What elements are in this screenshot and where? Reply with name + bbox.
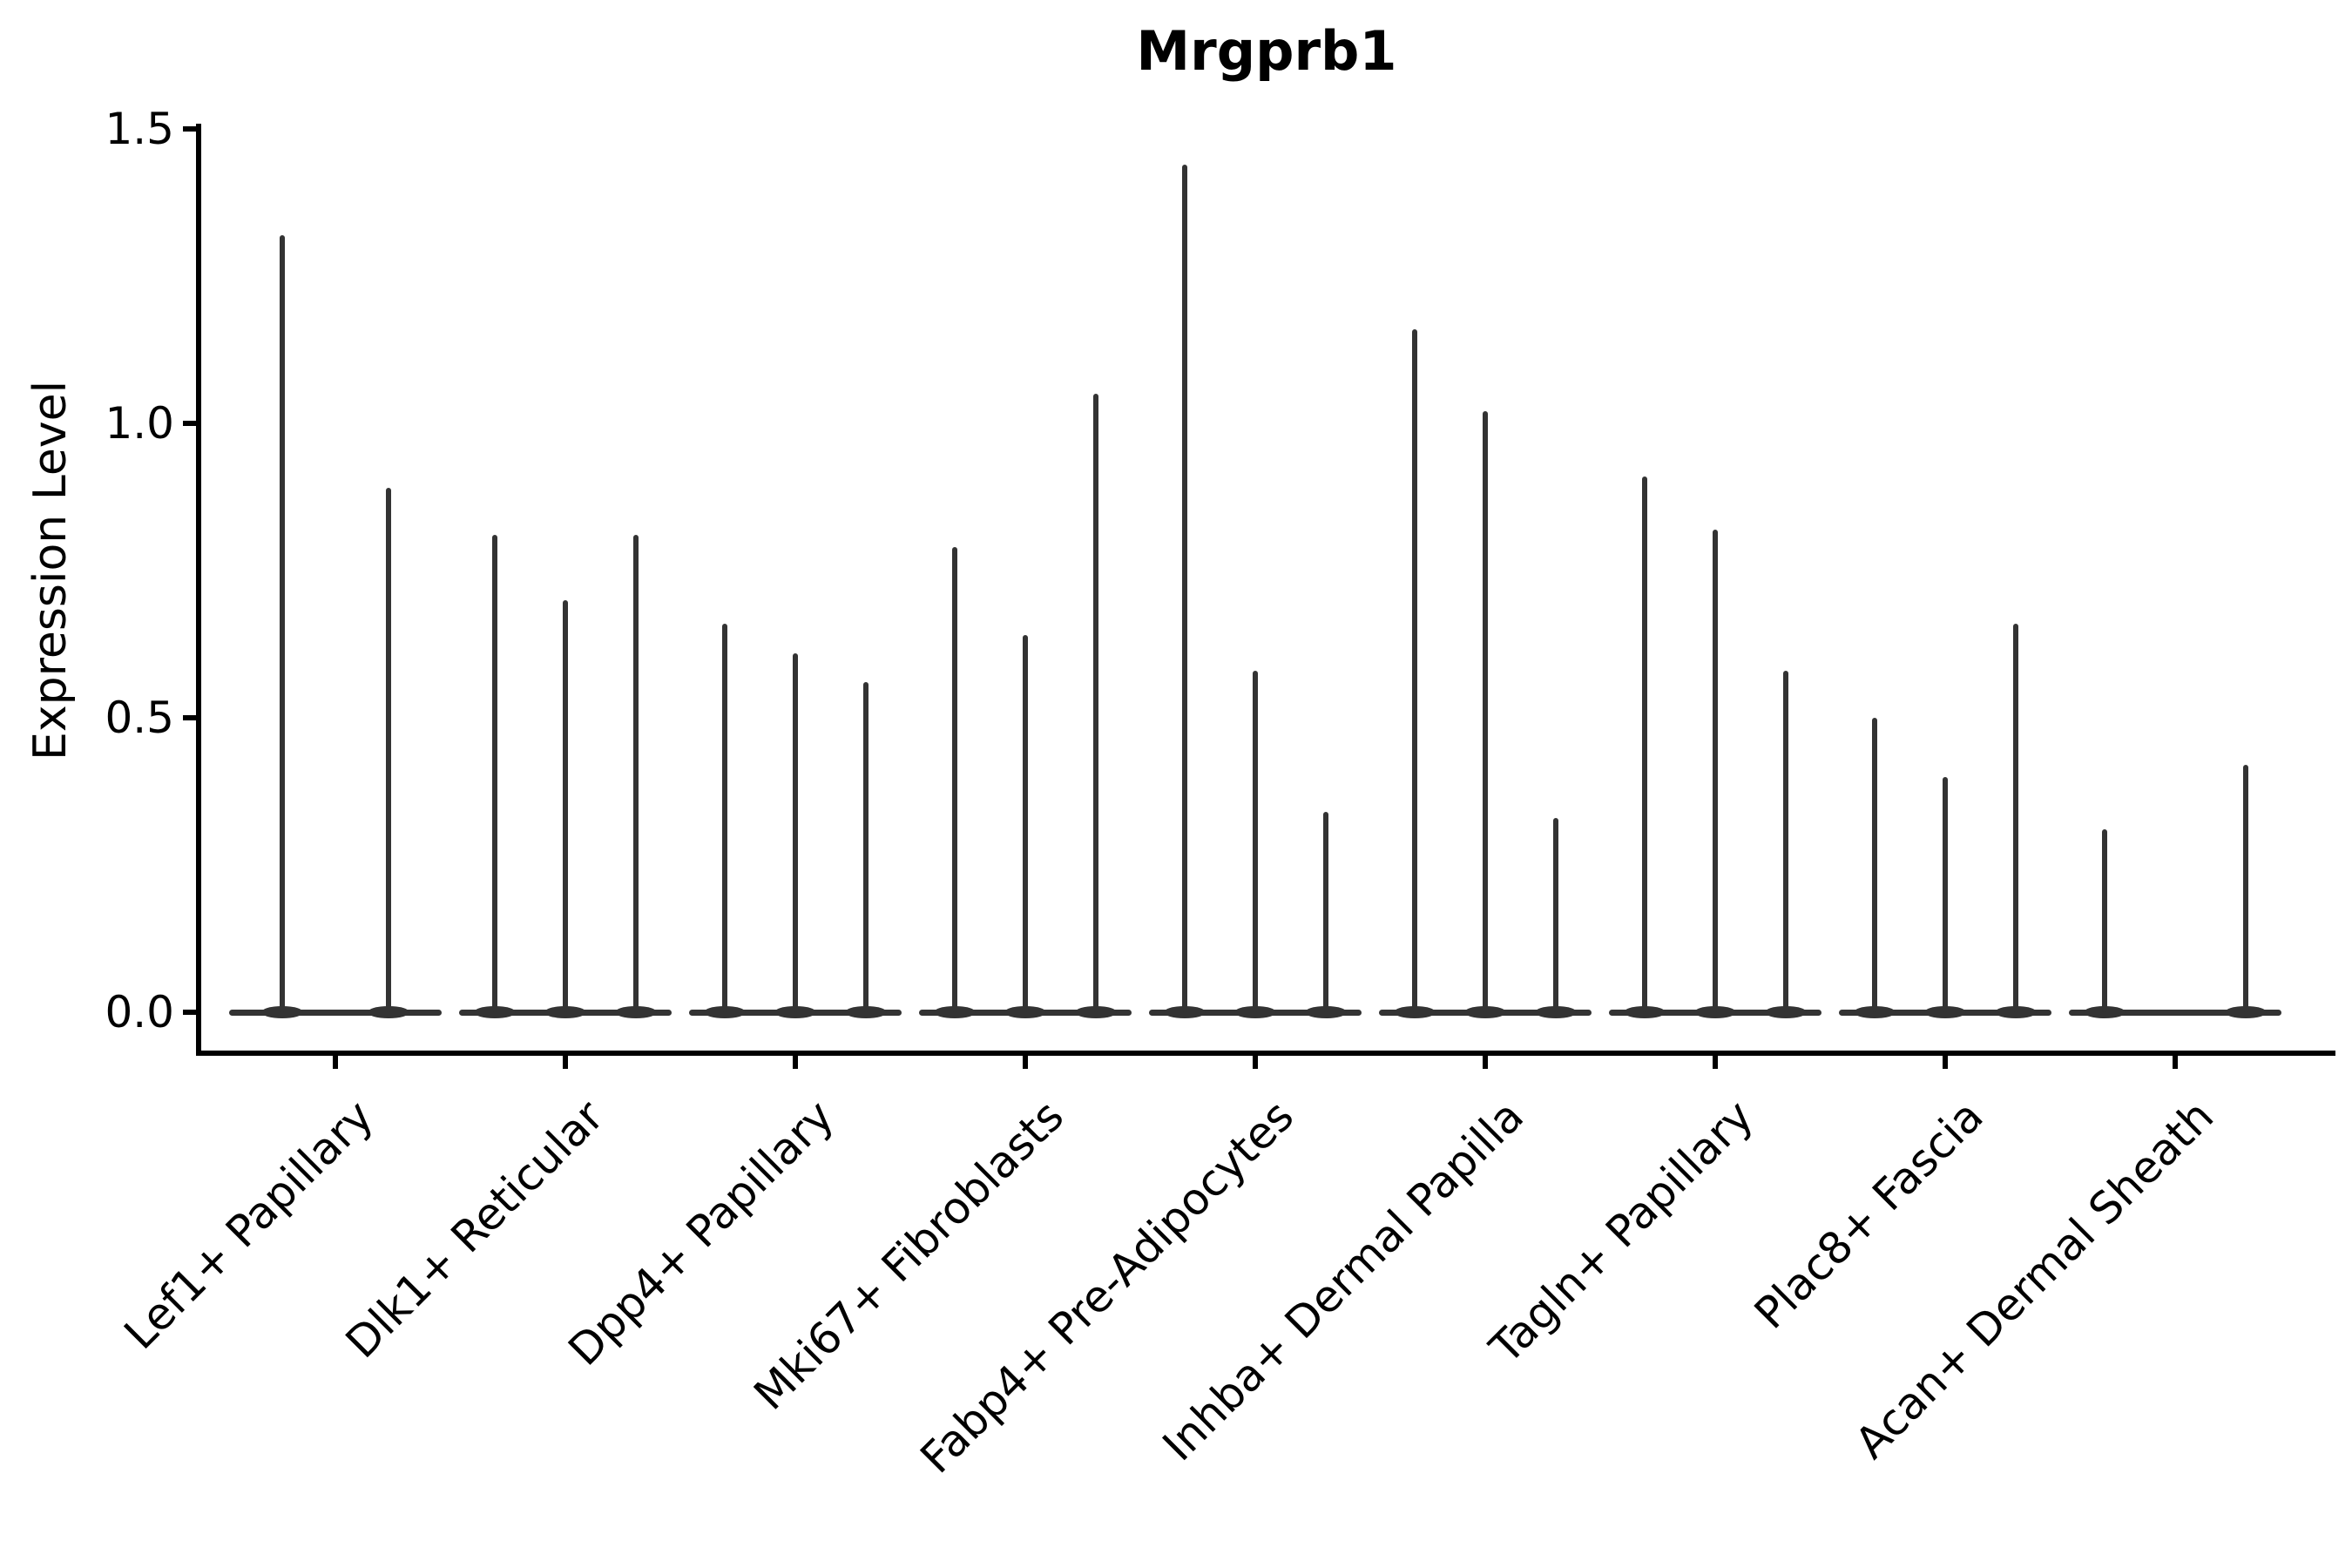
- x-tick-mark: [793, 1056, 798, 1069]
- violin-base-bulge: [1694, 1006, 1736, 1018]
- violin-base-bulge: [261, 1006, 303, 1018]
- violin-base-bulge: [1234, 1006, 1276, 1018]
- violin-spike: [1943, 776, 1948, 1012]
- violin-spike: [633, 535, 639, 1012]
- violin-spike: [2101, 829, 2107, 1012]
- violin-spike: [721, 623, 727, 1012]
- x-tick-mark: [1943, 1056, 1948, 1069]
- violin-base-bulge: [933, 1006, 976, 1018]
- y-tick-mark: [183, 1010, 196, 1015]
- violin-base-bulge: [1623, 1006, 1666, 1018]
- chart-title: Mrgprb1: [1136, 19, 1397, 83]
- violin-base-bulge: [368, 1006, 409, 1018]
- violin-spike: [386, 488, 391, 1012]
- violin-base-bulge: [2083, 1006, 2126, 1018]
- y-tick-label: 0.0: [105, 987, 174, 1037]
- x-tick-mark: [1023, 1056, 1028, 1069]
- violin-spike: [863, 682, 869, 1012]
- violin-spike: [1323, 812, 1329, 1012]
- violin-spike: [1553, 817, 1559, 1012]
- violin-base: [2069, 1009, 2281, 1016]
- violin-spike: [2243, 765, 2249, 1012]
- x-tick-mark: [1713, 1056, 1718, 1069]
- violin-spike: [1411, 328, 1417, 1012]
- violin-base-bulge: [1924, 1006, 1966, 1018]
- y-tick-label: 1.0: [105, 398, 174, 449]
- violin-base-bulge: [774, 1006, 816, 1018]
- violin-spike: [1871, 718, 1877, 1012]
- violin-spike: [793, 652, 798, 1012]
- violin-spike: [1641, 476, 1647, 1012]
- violin-base-bulge: [1464, 1006, 1506, 1018]
- violin-base: [229, 1009, 442, 1016]
- left-axis-spine: [196, 124, 201, 1056]
- violin-spike: [1253, 670, 1258, 1012]
- x-tick-label: Plac8+ Fascia: [1745, 1091, 1994, 1339]
- violin-base-bulge: [1163, 1006, 1206, 1018]
- x-tick-label: Fabp4+ Pre-Adipocytes: [910, 1091, 1304, 1484]
- violin-base-bulge: [615, 1006, 658, 1018]
- violin-spike: [1093, 394, 1099, 1012]
- x-tick-mark: [333, 1056, 338, 1069]
- violin-base-bulge: [1393, 1006, 1436, 1018]
- violin-spike: [1023, 635, 1028, 1012]
- violin-spike: [1181, 164, 1187, 1012]
- x-tick-mark: [2173, 1056, 2178, 1069]
- x-tick-label: Lef1+ Papillary: [114, 1091, 384, 1360]
- violin-base-bulge: [845, 1006, 888, 1018]
- violin-base-bulge: [1075, 1006, 1118, 1018]
- violin-spike: [1713, 529, 1718, 1012]
- y-tick-label: 0.5: [105, 693, 174, 743]
- violin-spike: [1483, 411, 1488, 1012]
- violin-base-bulge: [1853, 1006, 1896, 1018]
- violin-spike: [280, 234, 285, 1012]
- x-tick-mark: [563, 1056, 568, 1069]
- violin-spike: [951, 546, 957, 1012]
- violin-base-bulge: [1765, 1006, 1808, 1018]
- violin-base-bulge: [1995, 1006, 2038, 1018]
- y-tick-label: 1.5: [105, 104, 174, 154]
- violin-base-bulge: [473, 1006, 516, 1018]
- violin-base-bulge: [703, 1006, 746, 1018]
- violin-base-bulge: [544, 1006, 586, 1018]
- violin-spike: [563, 599, 568, 1012]
- violin-base-bulge: [1305, 1006, 1348, 1018]
- bottom-axis-spine: [196, 1051, 2335, 1056]
- violin-base-bulge: [2225, 1006, 2268, 1018]
- violin-spike: [2013, 623, 2019, 1012]
- violin-spike: [491, 535, 497, 1012]
- x-tick-mark: [1253, 1056, 1258, 1069]
- y-tick-mark: [183, 421, 196, 426]
- y-tick-mark: [183, 715, 196, 720]
- violin-base-bulge: [1535, 1006, 1578, 1018]
- violin-spike: [1783, 670, 1789, 1012]
- y-tick-mark: [183, 126, 196, 132]
- violin-base-bulge: [1004, 1006, 1046, 1018]
- x-tick-mark: [1483, 1056, 1488, 1069]
